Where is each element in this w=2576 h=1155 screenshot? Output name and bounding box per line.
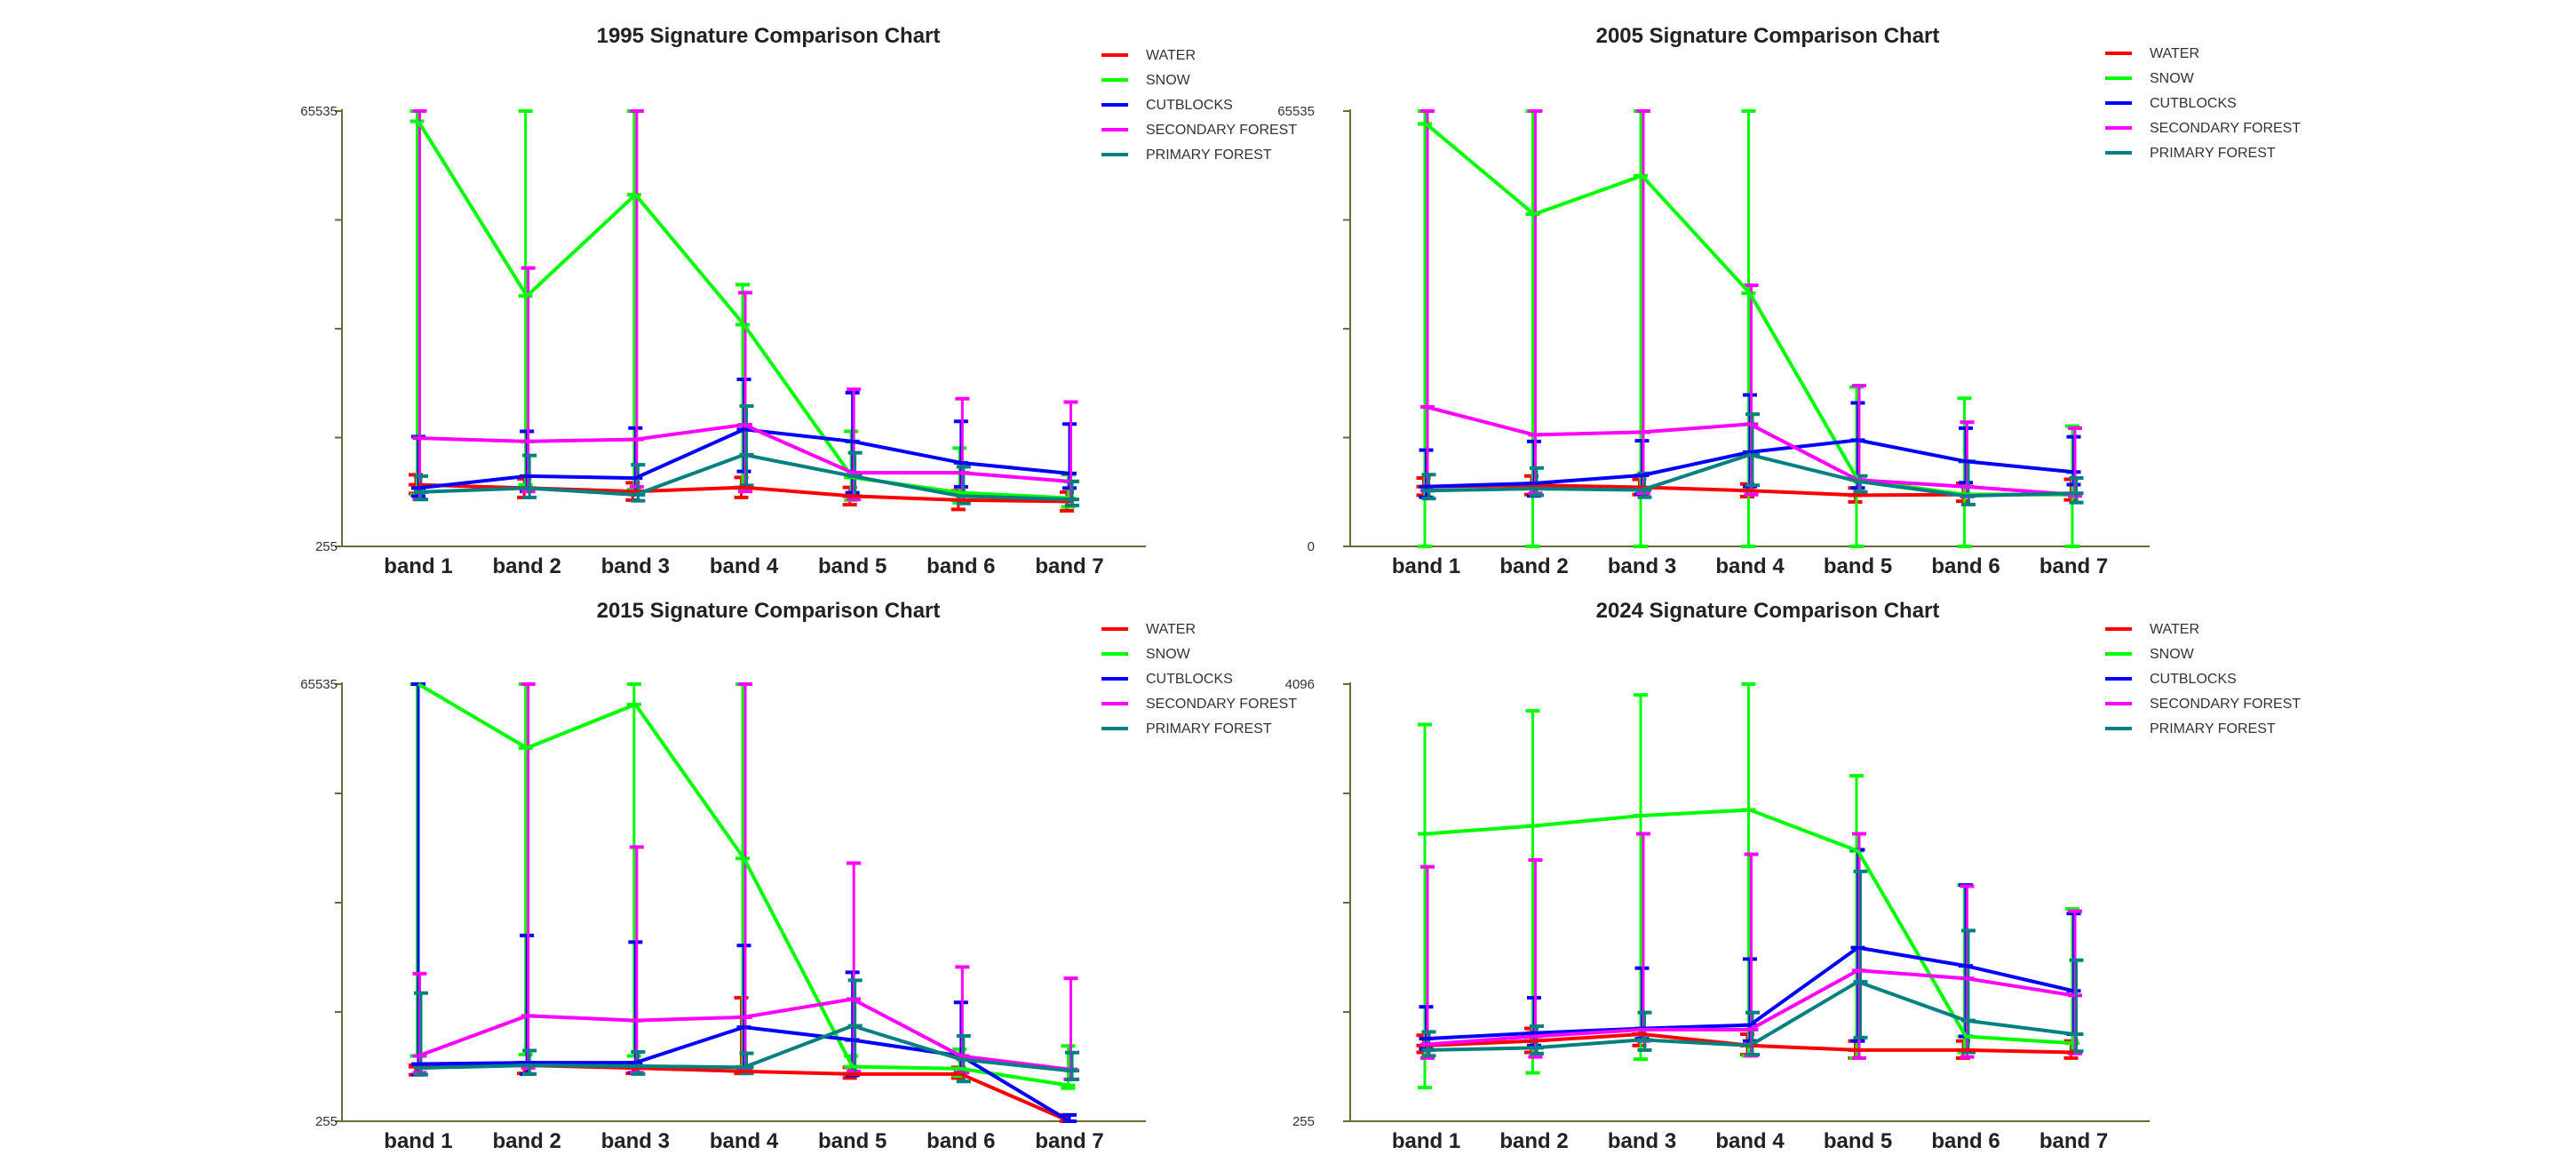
x-tick-label: band 1 — [1392, 554, 1460, 578]
legend-label: CUTBLOCKS — [2150, 672, 2237, 687]
legend: WATER SNOW CUTBLOCKS SECONDARY FOREST PRIMAR… — [1101, 622, 1297, 737]
legend-label: PRIMARY FOREST — [1146, 147, 1272, 163]
x-tick-label: band 6 — [1931, 554, 2000, 578]
x-tick-label: band 5 — [818, 554, 886, 578]
x-tick-label: band 7 — [2039, 1129, 2108, 1153]
x-tick-label: band 5 — [818, 1129, 886, 1153]
legend-label: WATER — [2150, 622, 2199, 637]
legend: WATER SNOW CUTBLOCKS SECONDARY FOREST PRIMAR… — [1101, 48, 1297, 163]
legend-label: SECONDARY FOREST — [1146, 697, 1297, 712]
legend-label: WATER — [1146, 48, 1196, 63]
series-line-secondary-forest — [417, 423, 1070, 483]
legend-label: CUTBLOCKS — [1146, 98, 1233, 113]
x-tick-label: band 1 — [384, 554, 452, 578]
legend-label: SECONDARY FOREST — [1146, 123, 1297, 138]
y-tick-label: 255 — [315, 1114, 338, 1129]
legend-label: CUTBLOCKS — [2150, 96, 2237, 111]
chart-2015: 2015 Signature Comparison Chart 65535 255… — [300, 599, 1297, 1153]
legend: WATER SNOW CUTBLOCKS SECONDARY FOREST PRIMAR… — [2105, 622, 2301, 737]
series-line-cutblocks — [1426, 438, 2074, 489]
x-tick-label: band 3 — [1608, 554, 1676, 578]
series-line-snow — [417, 120, 1070, 500]
x-tick-label: band 5 — [1824, 554, 1892, 578]
y-tick-label: 255 — [1292, 1114, 1315, 1129]
series-line-snow — [1426, 808, 2074, 1046]
chart-panel-2005: 2005 Signature Comparison Chart 65535 0 ba… — [1277, 0, 2576, 578]
chart-title: 1995 Signature Comparison Chart — [597, 24, 941, 48]
y-tick-label: 65535 — [300, 677, 338, 692]
x-tick-label: band 3 — [601, 554, 670, 578]
series-line-primary-forest — [1426, 980, 2074, 1052]
chart-title: 2015 Signature Comparison Chart — [597, 599, 941, 623]
legend-label: SNOW — [1146, 647, 1191, 662]
x-tick-label: band 6 — [926, 554, 995, 578]
legend-label: SNOW — [2150, 71, 2195, 86]
x-tick-label: band 2 — [492, 1129, 561, 1153]
x-tick-label: band 7 — [2039, 554, 2108, 578]
x-tick-label: band 2 — [492, 554, 561, 578]
chart-2005: 2005 Signature Comparison Chart 65535 0 ba… — [1277, 24, 2301, 578]
x-tick-label: band 5 — [1824, 1129, 1892, 1153]
series-line-secondary-forest — [417, 997, 1070, 1071]
legend: WATER SNOW CUTBLOCKS SECONDARY FOREST PRIMAR… — [2105, 46, 2301, 161]
legend-label: SNOW — [2150, 647, 2195, 662]
series-line-secondary-forest — [1425, 405, 2074, 497]
series-line-primary-forest — [417, 1024, 1070, 1073]
x-tick-label: band 7 — [1035, 554, 1103, 578]
series-line-secondary-forest — [1426, 968, 2074, 1047]
legend-label: WATER — [2150, 46, 2199, 61]
x-tick-label: band 2 — [1499, 1129, 1568, 1153]
chart-title: 2024 Signature Comparison Chart — [1596, 599, 1940, 623]
y-tick-label: 0 — [1308, 539, 1315, 554]
y-tick-label: 65535 — [1277, 104, 1315, 119]
x-tick-label: band 3 — [1608, 1129, 1676, 1153]
chart-1995: 1995 Signature Comparison Chart 65535 255… — [300, 24, 1297, 578]
legend-label: SECONDARY FOREST — [2150, 697, 2301, 712]
x-tick-label: band 6 — [926, 1129, 995, 1153]
legend-label: PRIMARY FOREST — [2150, 146, 2276, 161]
series-line-cutblocks — [1426, 945, 2074, 1041]
series-line-cutblocks — [417, 427, 1070, 490]
chart-panel-2024: 2024 Signature Comparison Chart 4096 255 b… — [1285, 578, 2576, 1155]
x-tick-label: band 4 — [1715, 554, 1785, 578]
chart-title: 2005 Signature Comparison Chart — [1596, 24, 1940, 48]
x-tick-label: band 2 — [1499, 554, 1568, 578]
x-tick-label: band 7 — [1035, 1129, 1103, 1153]
legend-label: WATER — [1146, 622, 1196, 637]
legend-label: SECONDARY FOREST — [2150, 121, 2301, 136]
x-tick-label: band 3 — [601, 1129, 670, 1153]
x-tick-label: band 4 — [1715, 1129, 1785, 1153]
x-tick-label: band 6 — [1931, 1129, 2000, 1153]
legend-label: CUTBLOCKS — [1146, 672, 1233, 687]
x-tick-label: band 4 — [710, 554, 779, 578]
series-line-primary-forest — [417, 452, 1070, 502]
legend-label: PRIMARY FOREST — [2150, 721, 2276, 737]
chart-panel-2015: 2015 Signature Comparison Chart 65535 255… — [0, 578, 1297, 1155]
x-tick-label: band 4 — [710, 1129, 779, 1153]
y-tick-label: 4096 — [1285, 677, 1315, 692]
y-tick-label: 65535 — [300, 104, 338, 119]
x-tick-label: band 1 — [384, 1129, 452, 1153]
y-tick-label: 255 — [315, 539, 338, 554]
chart-panel-1995: 1995 Signature Comparison Chart 65535 255… — [0, 0, 1297, 578]
legend-label: PRIMARY FOREST — [1146, 721, 1272, 737]
chart-2024: 2024 Signature Comparison Chart 4096 255 b… — [1285, 599, 2302, 1153]
series-line-snow — [417, 682, 1070, 1087]
legend-label: SNOW — [1146, 73, 1191, 88]
series-line-primary-forest — [1426, 452, 2074, 498]
x-tick-label: band 1 — [1392, 1129, 1460, 1153]
